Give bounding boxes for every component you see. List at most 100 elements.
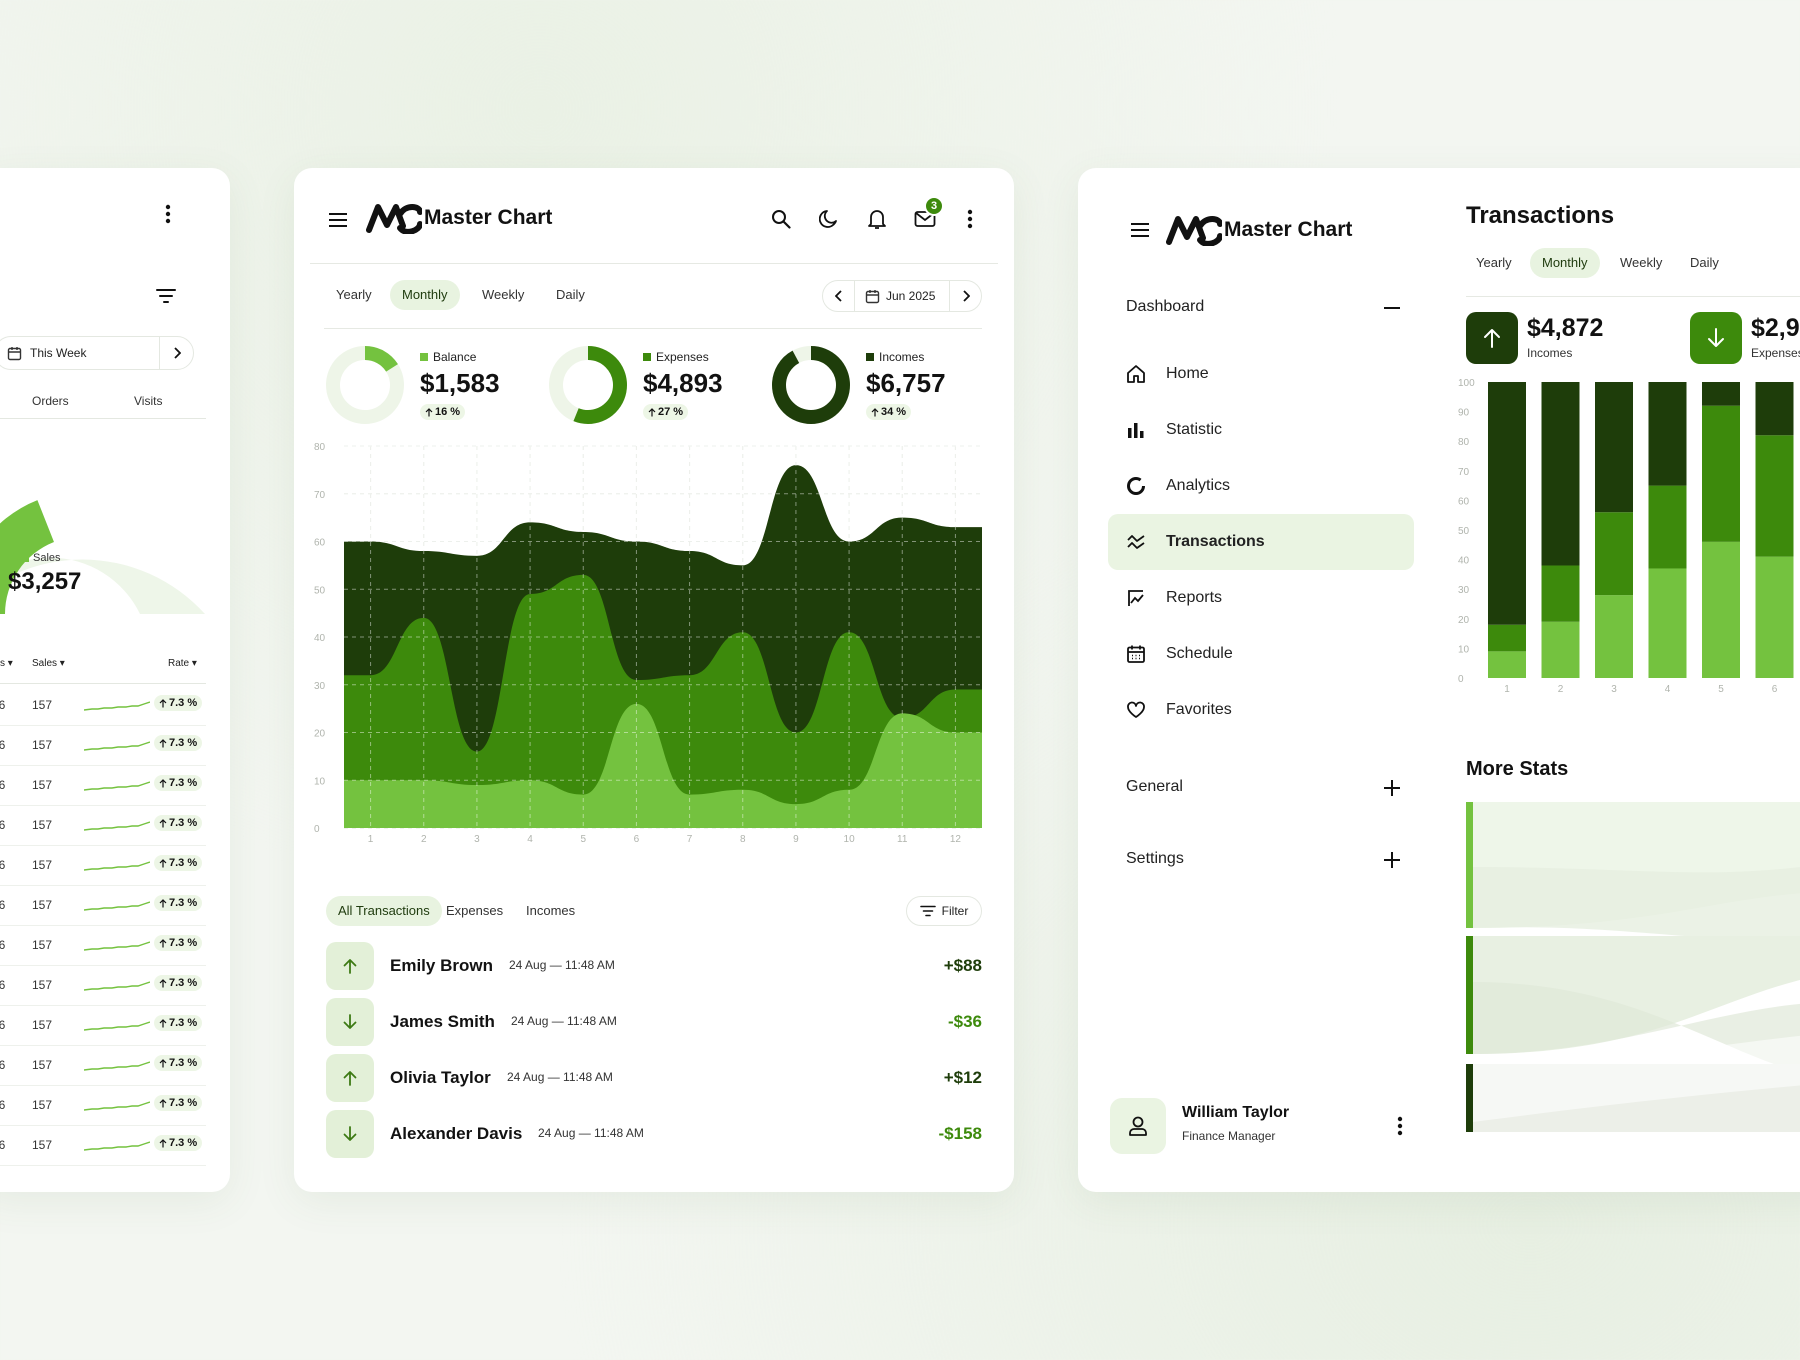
calendar-icon: [1124, 642, 1148, 666]
gauge-track: [0, 557, 205, 614]
more-vertical-icon[interactable]: [958, 204, 982, 234]
tx-tab-all[interactable]: All Transactions: [326, 896, 442, 926]
period-tab-daily[interactable]: Daily: [1690, 255, 1719, 270]
table-row[interactable]: 36 157 7.3 %: [0, 926, 206, 966]
table-row[interactable]: 36 157 7.3 %: [0, 1046, 206, 1086]
tab-orders[interactable]: Orders: [32, 394, 69, 408]
transaction-row[interactable]: Emily Brown 24 Aug — 11:48 AM +$88: [294, 942, 1014, 990]
plus-icon[interactable]: [1380, 848, 1404, 872]
period-tab-monthly[interactable]: Monthly: [390, 280, 460, 310]
plus-icon[interactable]: [1380, 776, 1404, 800]
chevron-left-icon[interactable]: [823, 281, 855, 311]
nav-section-settings[interactable]: Settings: [1126, 850, 1184, 867]
minus-icon[interactable]: [1380, 296, 1404, 320]
x-tick-label: 5: [1718, 684, 1724, 695]
cell-sales: 157: [32, 1098, 53, 1112]
chevron-right-icon[interactable]: [159, 337, 193, 369]
table-row[interactable]: 36 157 7.3 %: [0, 686, 206, 726]
sidebar-item-reports[interactable]: Reports: [1108, 570, 1414, 626]
sankey-node: [1466, 1064, 1473, 1132]
sidebar-item-schedule[interactable]: Schedule: [1108, 626, 1414, 682]
col-header-rate[interactable]: Rate ▾: [168, 658, 197, 669]
y-tick-label: 30: [1458, 585, 1470, 596]
bar-segment: [1755, 435, 1794, 557]
table-row[interactable]: 36 157 7.3 %: [0, 1126, 206, 1166]
legend-swatch: [22, 554, 29, 562]
filter-icon[interactable]: [154, 284, 178, 308]
table-row[interactable]: 36 157 7.3 %: [0, 1006, 206, 1046]
bar-segment: [1755, 556, 1794, 678]
rate-badge: 7.3 %: [154, 975, 203, 991]
tx-tab-incomes[interactable]: Incomes: [526, 903, 576, 918]
table-row[interactable]: 36 157 7.3 %: [0, 886, 206, 926]
table-row[interactable]: 36 157 7.3 %: [0, 806, 206, 846]
sidebar-item-home[interactable]: Home: [1108, 346, 1414, 402]
sidebar-item-analytics[interactable]: Analytics: [1108, 458, 1414, 514]
home-icon: [1124, 362, 1148, 386]
period-tab-weekly[interactable]: Weekly: [482, 287, 525, 302]
divider: [0, 418, 206, 419]
search-icon[interactable]: [766, 204, 796, 234]
sidebar-item-label: Reports: [1166, 589, 1223, 606]
table-row[interactable]: 36 157 7.3 %: [0, 846, 206, 886]
app-title: Master Chart: [424, 206, 553, 229]
gauge-label: Sales: [33, 552, 61, 564]
nav-section-general[interactable]: General: [1126, 778, 1183, 795]
tx-tab-expenses[interactable]: Expenses: [446, 903, 504, 918]
period-tab-monthly[interactable]: Monthly: [1530, 248, 1600, 278]
sidebar-item-transactions[interactable]: Transactions: [1108, 514, 1414, 570]
table-row[interactable]: 36 157 7.3 %: [0, 766, 206, 806]
cell-sales: 157: [32, 698, 53, 712]
table-row[interactable]: 36 157 7.3 %: [0, 966, 206, 1006]
x-tick-label: 9: [793, 834, 799, 845]
bar-segment: [1541, 565, 1580, 622]
stat-value: $4,893: [643, 368, 723, 398]
filter-button[interactable]: Filter: [906, 896, 982, 926]
calendar-icon: [7, 346, 22, 361]
stat-label: Balance: [433, 350, 477, 364]
moon-icon[interactable]: [814, 204, 844, 234]
gauge-value: $3,257: [8, 568, 82, 595]
chevron-right-icon[interactable]: [949, 281, 981, 311]
rate-badge: 7.3 %: [154, 1135, 203, 1151]
more-vertical-icon[interactable]: [156, 202, 180, 226]
tab-visits[interactable]: Visits: [134, 394, 163, 408]
divider: [0, 683, 206, 684]
date-range-label: This Week: [30, 346, 87, 360]
more-vertical-icon[interactable]: [1388, 1114, 1412, 1138]
table-row[interactable]: 36 157 7.3 %: [0, 726, 206, 766]
date-range-selector[interactable]: This Week: [0, 336, 194, 370]
cell-sales: 157: [32, 818, 53, 832]
logo-icon: [1166, 214, 1222, 246]
transaction-row[interactable]: James Smith 24 Aug — 11:48 AM -$36: [294, 998, 1014, 1046]
avatar[interactable]: [1110, 1098, 1166, 1154]
table-row[interactable]: 36 157 7.3 %: [0, 1086, 206, 1126]
col-header-sales[interactable]: Sales ▾: [32, 658, 65, 669]
col-header-1[interactable]: s ▾: [0, 658, 13, 669]
bar-segment: [1595, 512, 1633, 596]
area-series-1: [344, 574, 982, 828]
bar-segment: [1755, 382, 1794, 436]
month-picker[interactable]: Jun 2025: [822, 280, 982, 312]
sidebar-item-favorites[interactable]: Favorites: [1108, 682, 1414, 738]
bar-segment: [1702, 405, 1740, 542]
y-tick-label: 40: [314, 633, 326, 644]
transactions-title: Transactions: [1466, 202, 1615, 229]
menu-icon[interactable]: [1128, 218, 1152, 242]
menu-icon[interactable]: [326, 208, 350, 232]
x-tick-label: 1: [368, 834, 374, 845]
period-tab-daily[interactable]: Daily: [556, 287, 585, 302]
nav-section-dashboard[interactable]: Dashboard: [1126, 298, 1205, 315]
stat-value: $1,583: [420, 368, 500, 398]
transaction-row[interactable]: Alexander Davis 24 Aug — 11:48 AM -$158: [294, 1110, 1014, 1158]
cell-value: 36: [0, 818, 6, 832]
rate-value: 7.3 %: [169, 1017, 198, 1029]
sparkline: [84, 1058, 150, 1074]
period-tab-weekly[interactable]: Weekly: [1620, 255, 1663, 270]
period-tab-yearly[interactable]: Yearly: [1476, 255, 1512, 270]
period-tab-yearly[interactable]: Yearly: [336, 287, 372, 302]
transaction-row[interactable]: Olivia Taylor 24 Aug — 11:48 AM +$12: [294, 1054, 1014, 1102]
sidebar-item-statistic[interactable]: Statistic: [1108, 402, 1414, 458]
bell-icon[interactable]: [862, 204, 892, 234]
